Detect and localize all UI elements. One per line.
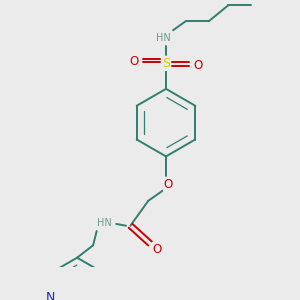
Text: O: O <box>163 178 172 191</box>
Text: S: S <box>162 57 170 70</box>
Text: HN: HN <box>97 218 112 228</box>
Text: O: O <box>129 56 139 68</box>
Text: N: N <box>46 291 55 300</box>
Text: HN: HN <box>156 33 171 43</box>
Text: O: O <box>194 59 202 72</box>
Text: O: O <box>152 243 162 256</box>
